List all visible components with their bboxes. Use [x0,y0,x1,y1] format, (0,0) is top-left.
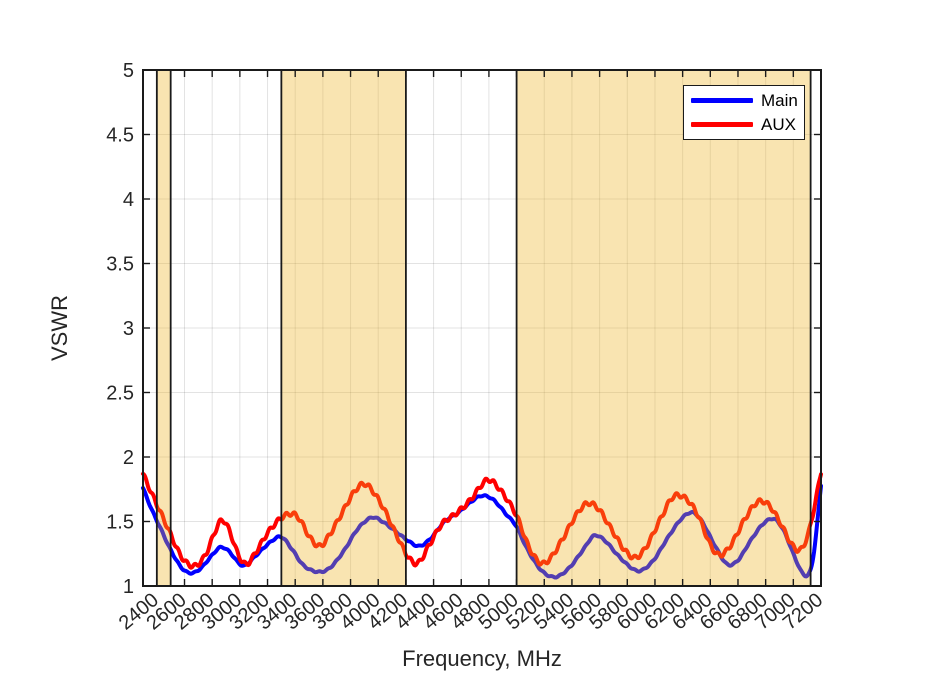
series-line-aux [141,471,823,570]
main-line-sample [691,98,753,103]
band-5000-7125 [516,70,811,586]
x-tick-labels: 2400260028003000320034003600380040004200… [115,589,827,634]
series-line-main [141,483,823,580]
axis-box [142,69,822,587]
y-tick-label: 1.5 [106,512,134,534]
y-tick-label: 4.5 [106,125,134,147]
y-tick-label: 3 [123,318,134,340]
aux-line-sample [691,122,753,127]
y-tick-label: 5 [123,60,134,82]
band-2400-2500 [156,70,171,586]
y-tick-label: 3.5 [106,254,134,276]
legend: Main AUX [683,85,805,140]
y-tick-label: 2.5 [106,383,134,405]
y-tick-label: 1 [123,576,134,598]
frequency-bands [155,70,812,586]
legend-item-aux: AUX [691,116,804,133]
legend-item-main: Main [691,92,804,109]
y-tick-label: 4 [123,189,134,211]
y-axis-label: VSWR [47,295,72,361]
legend-label-aux: AUX [761,115,796,134]
band-3300-4200 [281,70,406,586]
series-lines [141,471,823,580]
y-tick-label: 2 [123,447,134,469]
y-tick-labels: 1 1.5 2 2.5 3 3.5 4 4.5 5 [106,60,134,598]
legend-label-main: Main [761,91,798,110]
x-axis-label: Frequency, MHz [402,646,562,671]
tick-marks [143,69,822,587]
